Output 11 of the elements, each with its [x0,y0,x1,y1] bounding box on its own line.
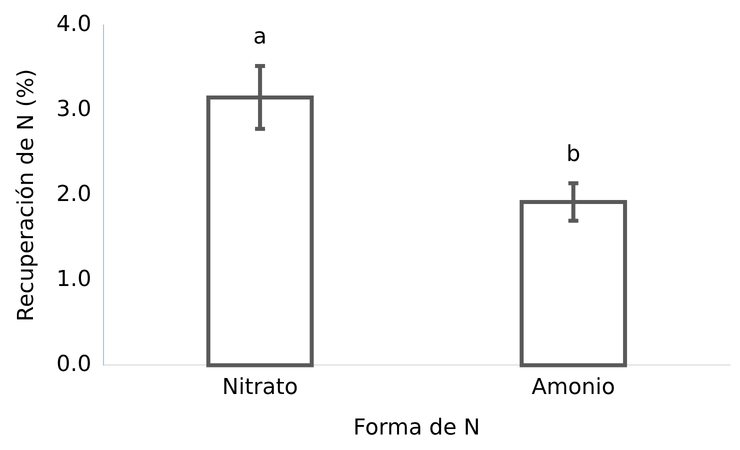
y-tick-label: 2.0 [56,182,92,207]
y-tick-label: 3.0 [56,96,92,122]
y-tick-label: 1.0 [56,266,92,292]
x-tick-label: Nitrato [222,375,298,400]
y-axis-title: Recuperación de N (%) [14,68,39,322]
annotation: b [566,142,580,168]
y-tick-label: 4.0 [56,12,92,37]
annotation: a [253,24,267,50]
x-tick-label: Amonio [532,375,616,400]
y-tick-label: 0.0 [56,352,92,377]
x-axis-title: Forma de N [353,416,480,441]
